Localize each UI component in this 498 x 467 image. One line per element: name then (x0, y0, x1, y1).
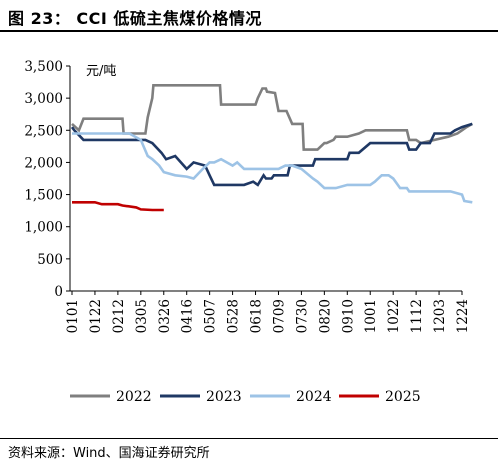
y-tick-label: 0 (54, 284, 63, 300)
x-tick-label: 0326 (157, 299, 173, 333)
x-tick-label: 0212 (111, 299, 127, 333)
series-line-2025 (72, 201, 164, 212)
x-tick-label: 0507 (203, 299, 219, 333)
legend-label-2022: 2022 (116, 389, 152, 405)
series-line-2022 (71, 84, 473, 151)
x-tick-label: 0730 (294, 299, 310, 333)
x-tick-label: 1022 (386, 299, 402, 333)
x-tick-label: 1224 (455, 299, 471, 333)
chart-series (70, 84, 473, 212)
y-tick-label: 500 (37, 252, 63, 268)
y-tick-label: 2,000 (24, 155, 63, 171)
series-line-2023 (70, 122, 473, 187)
x-tick-label: 0122 (88, 299, 104, 333)
x-tick-label: 0305 (134, 299, 150, 333)
source-note: 资料来源：Wind、国海证券研究所 (8, 446, 210, 461)
y-tick-label: 1,500 (24, 188, 63, 204)
x-tick-label: 1203 (432, 299, 448, 333)
legend-label-2023: 2023 (206, 389, 242, 405)
x-tick-label: 0820 (317, 299, 333, 333)
x-tick-label: 0910 (340, 299, 356, 333)
title-rule (0, 30, 498, 32)
figure-title: 图 23： CCI 低硫主焦煤价格情况 (8, 9, 262, 28)
x-tick-label: 0528 (226, 299, 242, 333)
x-tick-label: 0416 (180, 299, 196, 333)
y-tick-label: 2,500 (24, 123, 63, 139)
coking-coal-price-chart: 0 500 1,000 1,500 2,000 2,500 3,000 3,500 0101 01… (24, 59, 473, 405)
legend-label-2025: 2025 (385, 389, 421, 405)
x-tick-label: 0618 (249, 299, 265, 333)
x-tick-label: 1112 (409, 299, 425, 333)
x-tick-label: 1001 (363, 299, 379, 333)
chart-axes: 0 500 1,000 1,500 2,000 2,500 3,000 3,500 0101 01… (24, 59, 471, 333)
legend-label-2024: 2024 (296, 389, 332, 405)
y-unit-label: 元/吨 (86, 64, 116, 79)
y-tick-label: 3,500 (24, 59, 63, 75)
y-tick-label: 3,000 (24, 91, 63, 107)
source-rule (0, 438, 498, 439)
series-line-2024 (72, 132, 473, 204)
x-tick-label: 0101 (65, 299, 81, 333)
x-tick-label: 0709 (271, 299, 287, 333)
y-tick-label: 1,000 (24, 220, 63, 236)
chart-legend: 2022 2023 2024 2025 (70, 389, 421, 405)
